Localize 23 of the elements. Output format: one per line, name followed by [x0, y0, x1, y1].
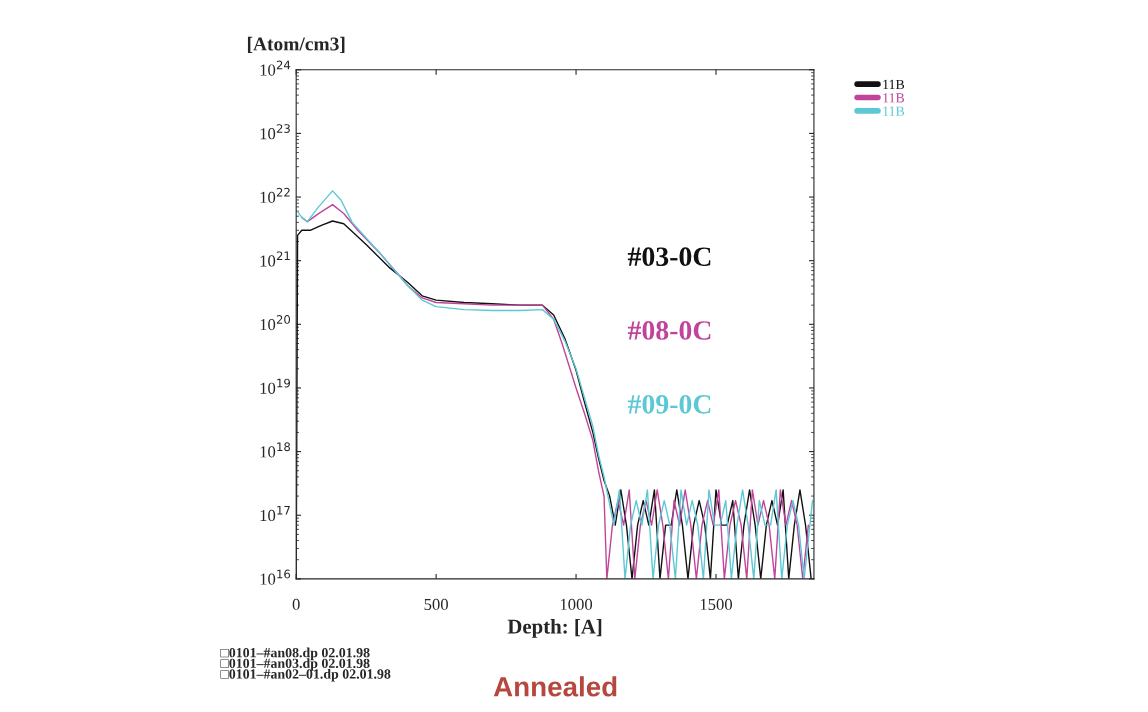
legend-label: 11B: [883, 93, 905, 103]
y-tick-label: 10$^{19}$: [260, 378, 291, 394]
y-tick-label: 10$^{17}$: [260, 506, 290, 522]
y-tick-label: 10$^{21}$: [260, 251, 290, 267]
y-tick-label: 10$^{23}$: [260, 124, 290, 140]
y-tick-label: 10$^{18}$: [260, 442, 291, 458]
y-tick-label: 10$^{20}$: [260, 315, 291, 331]
y-tick-label: 10$^{16}$: [260, 569, 291, 585]
annotation: #08-0C: [627, 321, 711, 340]
text: Annealed: [493, 676, 617, 697]
legend-label: 11B: [883, 106, 905, 116]
x-axis-title: Depth: [A]: [507, 618, 602, 638]
y-axis-title: [Atom/cm3]: [247, 36, 345, 53]
annotation: #09-0C: [627, 394, 711, 414]
text: □0101–#an08.dp 02.01.98 □0101–#an03.dp 02.01.98 □0101–#an02–01.dp 02.01.98: [220, 647, 391, 682]
x-tick-label: 0: [292, 598, 300, 611]
x-tick-label: 1500: [700, 598, 733, 611]
x-tick-label: 1000: [560, 598, 593, 611]
annotation: #03-0C: [627, 247, 711, 267]
y-tick-label: 10$^{22}$: [260, 187, 290, 203]
legend-label: 11B: [883, 79, 905, 90]
x-tick-label: 500: [424, 598, 448, 611]
y-tick-label: 10$^{24}$: [260, 60, 291, 76]
